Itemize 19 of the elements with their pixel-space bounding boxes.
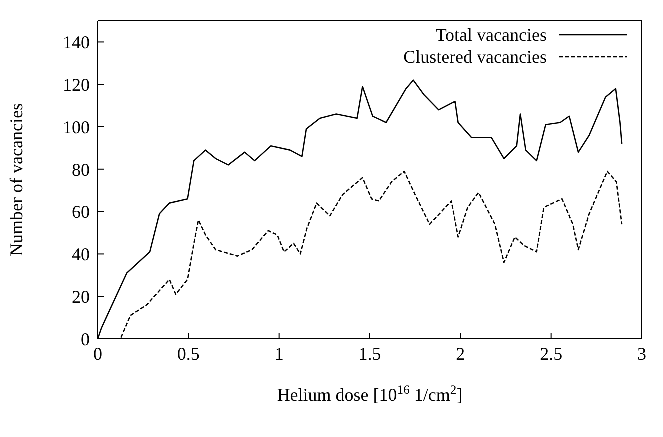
legend-label: Clustered vacancies [404,46,547,68]
y-tick-label: 120 [63,74,90,95]
x-tick-label: 2 [456,344,466,364]
y-tick-label: 0 [81,329,90,350]
x-axis-title: Helium dose [10$^{16}$ 1/cm$^{2}$] [277,383,463,405]
x-tick-label: 0 [94,344,102,364]
y-axis-title: Number of vacancies [6,104,26,256]
y-tick-label: 20 [72,286,90,307]
y-tick-label: 140 [63,32,90,53]
x-tick-label: 2.5 [540,344,563,364]
y-tick-label: 100 [63,117,90,138]
y-tick-label: 40 [72,244,90,265]
x-tick-label: 1 [274,344,284,364]
y-tick-label: 80 [72,160,90,180]
legend-label: Total vacancies [436,24,547,46]
x-tick-label: 1.5 [358,344,382,364]
y-tick-label: 60 [72,202,90,222]
x-tick-label: 3 [638,344,646,364]
x-tick-label: 0.5 [177,344,200,364]
